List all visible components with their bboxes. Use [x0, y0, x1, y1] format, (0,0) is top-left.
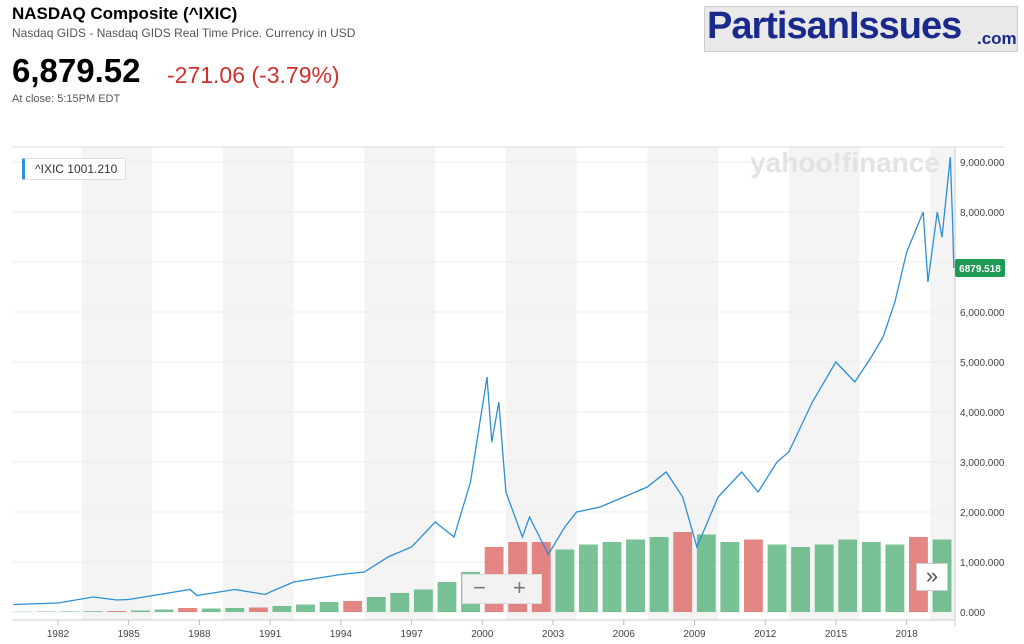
volume-bar [814, 544, 834, 612]
x-tick-label: 1982 [47, 629, 70, 640]
volume-bar [60, 611, 80, 612]
volume-bar [83, 611, 103, 612]
quote-title: NASDAQ Composite (^IXIC) [12, 4, 238, 23]
more-button[interactable]: » [916, 563, 948, 591]
zoom-in[interactable]: + [513, 575, 526, 600]
quote-subtitle: Nasdaq GIDS - Nasdaq GIDS Real Time Pric… [12, 26, 356, 40]
shade-band [222, 147, 294, 620]
shade-band [364, 147, 436, 620]
zoom-controls: − + [462, 574, 542, 604]
x-tick-label: 2015 [825, 629, 848, 640]
x-tick-label: 2006 [613, 629, 636, 640]
volume-bar [366, 597, 386, 612]
x-tick-label: 2009 [683, 629, 706, 640]
x-tick-label: 2000 [471, 629, 494, 640]
volume-bar [343, 601, 363, 612]
x-tick-label: 1991 [259, 629, 282, 640]
volume-bar [767, 544, 787, 612]
zoom-out[interactable]: − [473, 575, 486, 600]
volume-bar [720, 542, 740, 612]
volume-bar [201, 608, 221, 612]
volume-bar [626, 539, 645, 612]
volume-bar [649, 537, 669, 612]
volume-bar [673, 532, 693, 612]
y-tick-label: 3,000.000 [960, 458, 1005, 469]
logo-name: PartisanIssues [707, 5, 962, 47]
x-tick-label: 2018 [896, 629, 919, 640]
volume-bar [578, 544, 598, 612]
y-tick-label: 8,000.000 [960, 208, 1005, 219]
x-tick-label: 2003 [542, 629, 565, 640]
volume-bar [791, 547, 811, 612]
volume-bar [107, 611, 127, 612]
x-tick-label: 1994 [330, 629, 353, 640]
volume-bar [154, 609, 174, 612]
volume-bar [838, 539, 858, 612]
y-tick-label: 2,000.000 [960, 508, 1005, 519]
x-tick-label: 1985 [118, 629, 141, 640]
volume-bar [390, 593, 410, 612]
volume-bar [602, 542, 622, 612]
x-tick-label: 1988 [188, 629, 211, 640]
last-price-label: 6879.518 [959, 264, 1001, 275]
y-tick-label: 1,000.000 [960, 558, 1005, 569]
y-tick-label: 9,000.000 [960, 158, 1005, 169]
y-tick-label: 4,000.000 [960, 408, 1005, 419]
volume-bar [744, 539, 763, 612]
x-tick-label: 2012 [754, 629, 777, 640]
volume-bar [272, 606, 292, 612]
volume-bar [437, 582, 457, 612]
price-line [13, 156, 955, 606]
x-tick-label: 1997 [400, 629, 423, 640]
volume-bar [319, 602, 339, 612]
watermark: yahoo!finance [750, 147, 940, 178]
y-tick-label: 5,000.000 [960, 358, 1005, 369]
shade-band [81, 147, 153, 620]
volume-bar [861, 542, 881, 612]
volume-bar [413, 589, 433, 612]
volume-bar [696, 534, 716, 612]
close-note: At close: 5:15PM EDT [12, 93, 121, 105]
last-price-tag [955, 259, 1005, 278]
volume-bar [131, 610, 150, 612]
volume-bar [296, 604, 315, 612]
logo[interactable]: PartisanIssues .com [704, 5, 1018, 52]
volume-bar [225, 608, 245, 612]
volume-bar [555, 549, 575, 612]
volume-bar [248, 607, 268, 612]
logo-suffix: .com [977, 29, 1017, 48]
volume-bar [178, 608, 198, 612]
price-change: -271.06 (-3.79%) [167, 62, 340, 88]
y-tick-label: 6,000.000 [960, 308, 1005, 319]
legend[interactable]: ^IXIC 1001.210 [22, 158, 127, 180]
price: 6,879.52 [12, 52, 141, 89]
y-tick-label: 0.000 [960, 608, 985, 619]
volume-bar [885, 544, 905, 612]
